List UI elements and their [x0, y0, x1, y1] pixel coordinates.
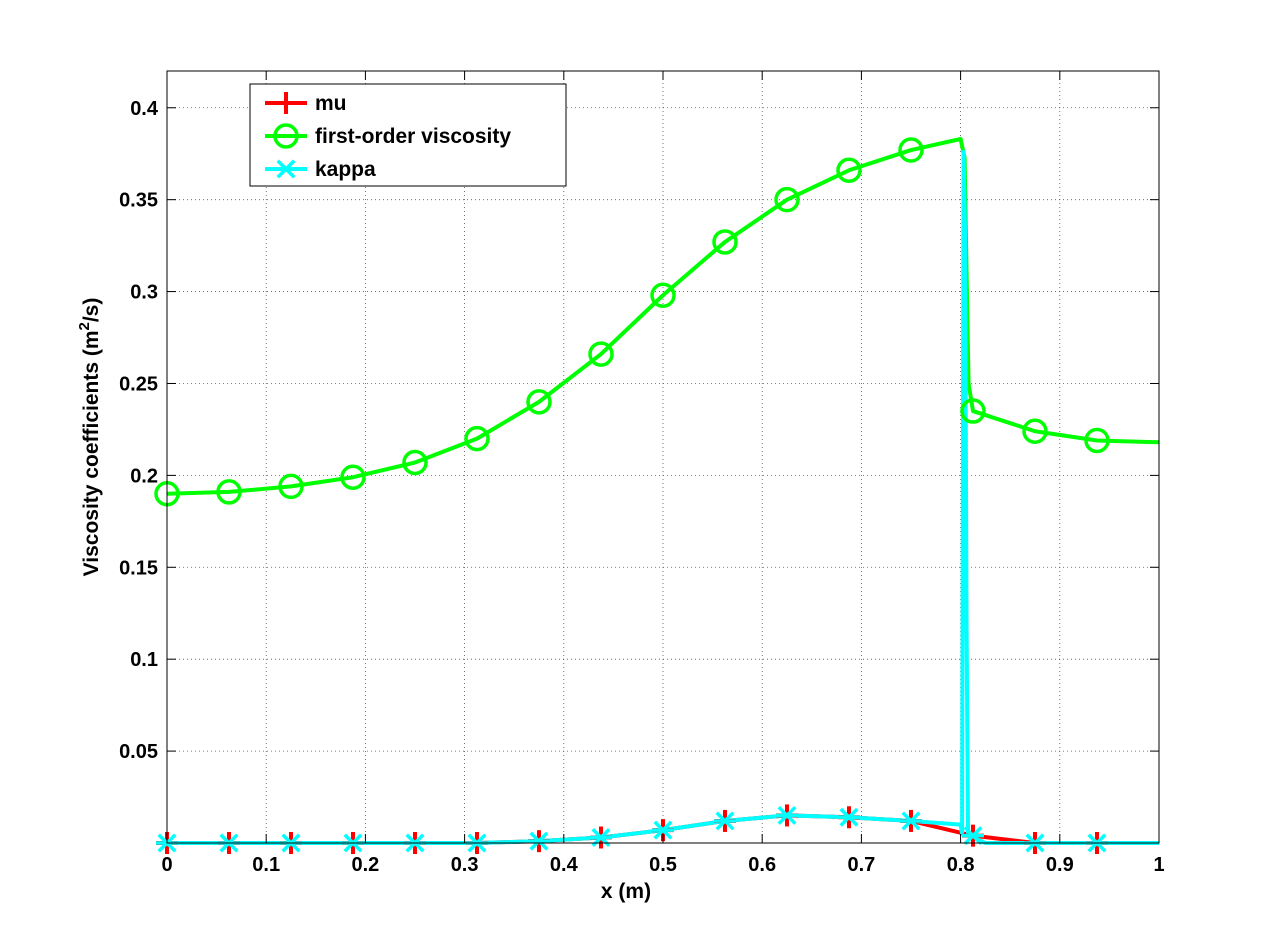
series-2-point	[900, 811, 922, 831]
legend-swatch-marker	[275, 159, 297, 179]
series-1-point	[340, 464, 366, 490]
x-tick-label: 0.2	[351, 854, 379, 876]
x-tick-label: 0.8	[947, 854, 975, 876]
x-tick-label: 0.9	[1046, 854, 1074, 876]
legend-entries: mu first-order viscosity kappa	[265, 92, 511, 181]
legend: mu first-order viscosity kappa	[249, 83, 567, 187]
series-1-point	[526, 389, 552, 415]
series-1-point	[836, 157, 862, 184]
y-tick-label: 0.1	[130, 649, 158, 671]
legend-label: kappa	[315, 158, 376, 181]
y-axis-label-sup: 2	[76, 322, 93, 330]
series-2-point	[714, 811, 736, 831]
y-tick-label: 0.3	[130, 282, 158, 304]
ticks	[166, 71, 1160, 843]
y-tick-label: 0.05	[119, 741, 158, 763]
x-axis-label: x (m)	[601, 880, 651, 903]
grid	[167, 71, 1159, 843]
x-tick-label: 0.1	[252, 854, 280, 876]
y-axis-label-tail: /s)	[80, 298, 103, 323]
series-1-point	[402, 449, 428, 476]
x-tick-label: 1	[1153, 854, 1164, 876]
y-tick-label: 0.15	[119, 557, 158, 579]
series-1-point	[1022, 418, 1048, 445]
y-tick-label: 0.25	[119, 373, 158, 395]
legend-swatch-marker	[275, 92, 297, 114]
series-2-point	[838, 807, 860, 827]
series-2-point	[776, 805, 798, 825]
series-1-point	[278, 473, 304, 500]
legend-label: first-order viscosity	[315, 125, 511, 148]
x-tick-label: 0.5	[649, 854, 677, 876]
series-1-point	[898, 137, 924, 163]
x-tick-label: 0.3	[451, 854, 479, 876]
x-tick-label: 0.6	[748, 854, 776, 876]
series-2-point	[652, 820, 674, 840]
y-axis-label-main: Viscosity coefficients (m	[80, 330, 103, 576]
x-tick-label: 0.7	[847, 854, 875, 876]
series-1-point	[216, 479, 242, 505]
series-2-point	[962, 826, 984, 846]
x-tick-label: 0	[161, 854, 172, 876]
series-2-point	[528, 831, 550, 851]
y-tick-label: 0.35	[119, 190, 158, 212]
series-1-point	[588, 341, 614, 367]
y-tick-label: 0.4	[130, 98, 159, 120]
x-tick-label: 0.4	[550, 854, 579, 876]
tick-labels: 0 0.1 0.2 0.3 0.4 0.5 0.6 0.7 0.8 0.9 1 0.05 0.1 0.15…	[119, 98, 1165, 876]
series-1-point	[774, 186, 800, 213]
legend-swatch-marker	[273, 123, 299, 149]
y-axis-label: Viscosity coefficients (m2/s)	[76, 298, 103, 577]
series-1-point	[464, 425, 490, 452]
y-tick-label: 0.2	[130, 465, 158, 487]
series-1-point	[712, 229, 738, 255]
series-1-point	[1084, 427, 1110, 454]
series-1-point	[960, 398, 986, 424]
legend-label: mu	[315, 92, 347, 115]
series-1-point	[650, 282, 676, 308]
